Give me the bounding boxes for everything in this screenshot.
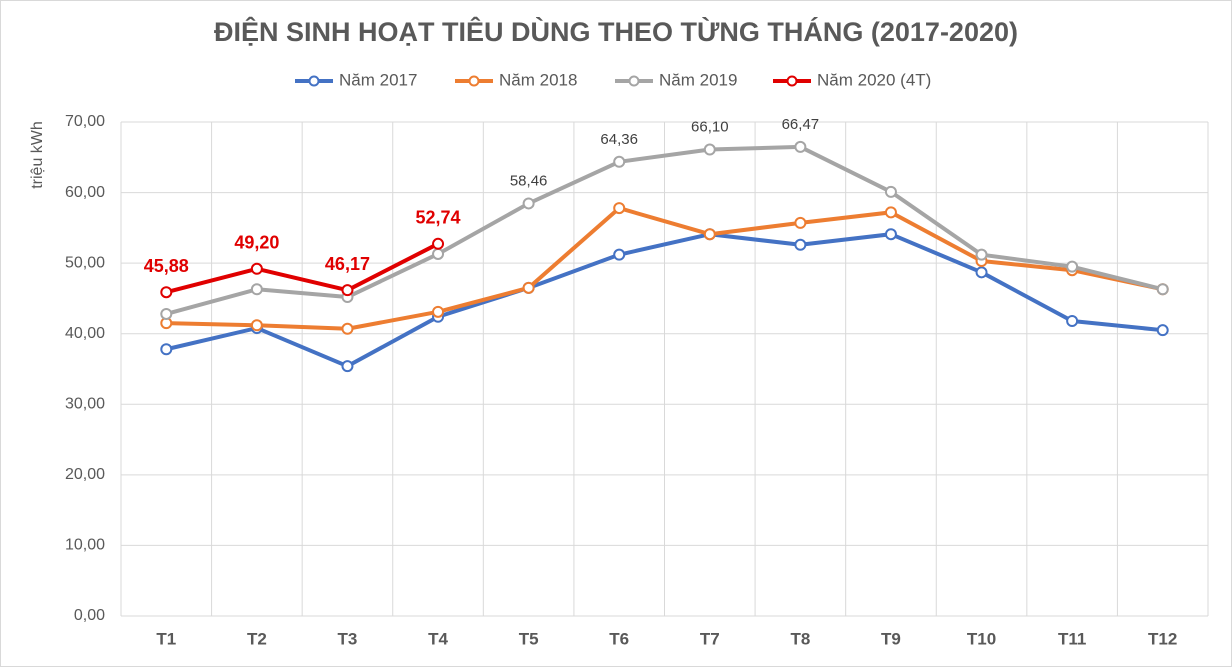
data-point [341, 322, 354, 335]
data-point [975, 266, 988, 279]
data-point [613, 155, 626, 168]
data-point [160, 343, 173, 356]
data-label: 49,20 [234, 233, 279, 253]
series-line [165, 144, 1164, 316]
data-point [1156, 283, 1169, 296]
x-tick-label: T4 [428, 629, 448, 648]
data-label: 52,74 [416, 208, 461, 228]
y-tick-label: 30,00 [65, 396, 105, 413]
data-point [613, 202, 626, 215]
x-tick-label: T12 [1148, 629, 1177, 648]
legend-label: Năm 2020 (4T) [817, 70, 931, 89]
y-axis-label: triệu kWh [29, 121, 46, 189]
data-point [703, 143, 716, 156]
x-tick-label: T7 [700, 629, 720, 648]
data-point [432, 247, 445, 260]
x-tick-label: T11 [1058, 629, 1086, 648]
legend-label: Năm 2017 [339, 70, 417, 89]
data-label: 45,88 [144, 256, 189, 276]
x-tick-label: T3 [338, 629, 358, 648]
data-point [432, 237, 445, 250]
x-tick-label: T1 [156, 629, 176, 648]
data-label: 58,46 [510, 172, 548, 189]
legend-marker [468, 75, 480, 87]
y-tick-label: 10,00 [65, 537, 105, 554]
x-tick-label: T8 [790, 629, 810, 648]
data-label: 66,47 [782, 116, 820, 133]
data-point [250, 283, 263, 296]
y-tick-label: 40,00 [65, 325, 105, 342]
y-tick-label: 60,00 [65, 184, 105, 201]
data-point [975, 248, 988, 261]
series-line [165, 242, 439, 295]
data-point [884, 185, 897, 198]
data-point [341, 360, 354, 373]
legend-label: Năm 2019 [659, 70, 737, 89]
data-point [794, 238, 807, 251]
y-tick-label: 0,00 [74, 607, 105, 624]
data-point [250, 319, 263, 332]
x-tick-label: T9 [881, 629, 901, 648]
y-tick-label: 70,00 [65, 113, 105, 130]
data-point [884, 206, 897, 219]
x-tick-label: T2 [247, 629, 267, 648]
data-point [794, 140, 807, 153]
data-point [160, 286, 173, 299]
legend-label: Năm 2018 [499, 70, 577, 89]
y-tick-label: 50,00 [65, 254, 105, 271]
legend-marker [308, 75, 320, 87]
data-point [432, 305, 445, 318]
chart-title: ĐIỆN SINH HOẠT TIÊU DÙNG THEO TỪNG THÁNG… [214, 16, 1018, 47]
y-tick-label: 20,00 [65, 466, 105, 483]
x-tick-label: T10 [967, 629, 996, 648]
data-point [794, 216, 807, 229]
data-point [703, 228, 716, 241]
data-point [1156, 324, 1169, 337]
data-label: 66,10 [691, 118, 729, 135]
data-point [522, 281, 535, 294]
data-point [884, 228, 897, 241]
x-tick-label: T6 [609, 629, 629, 648]
data-point [1066, 315, 1079, 328]
data-label: 64,36 [600, 131, 638, 148]
data-point [613, 248, 626, 261]
data-label: 46,17 [325, 254, 370, 274]
legend-marker [628, 75, 640, 87]
legend-marker [786, 75, 798, 87]
data-point [1066, 260, 1079, 273]
x-tick-label: T5 [519, 629, 539, 648]
data-point [160, 307, 173, 320]
series-line [166, 206, 1164, 331]
data-point [522, 197, 535, 210]
data-point [341, 284, 354, 297]
data-point [250, 262, 263, 275]
series-line [165, 232, 1163, 369]
